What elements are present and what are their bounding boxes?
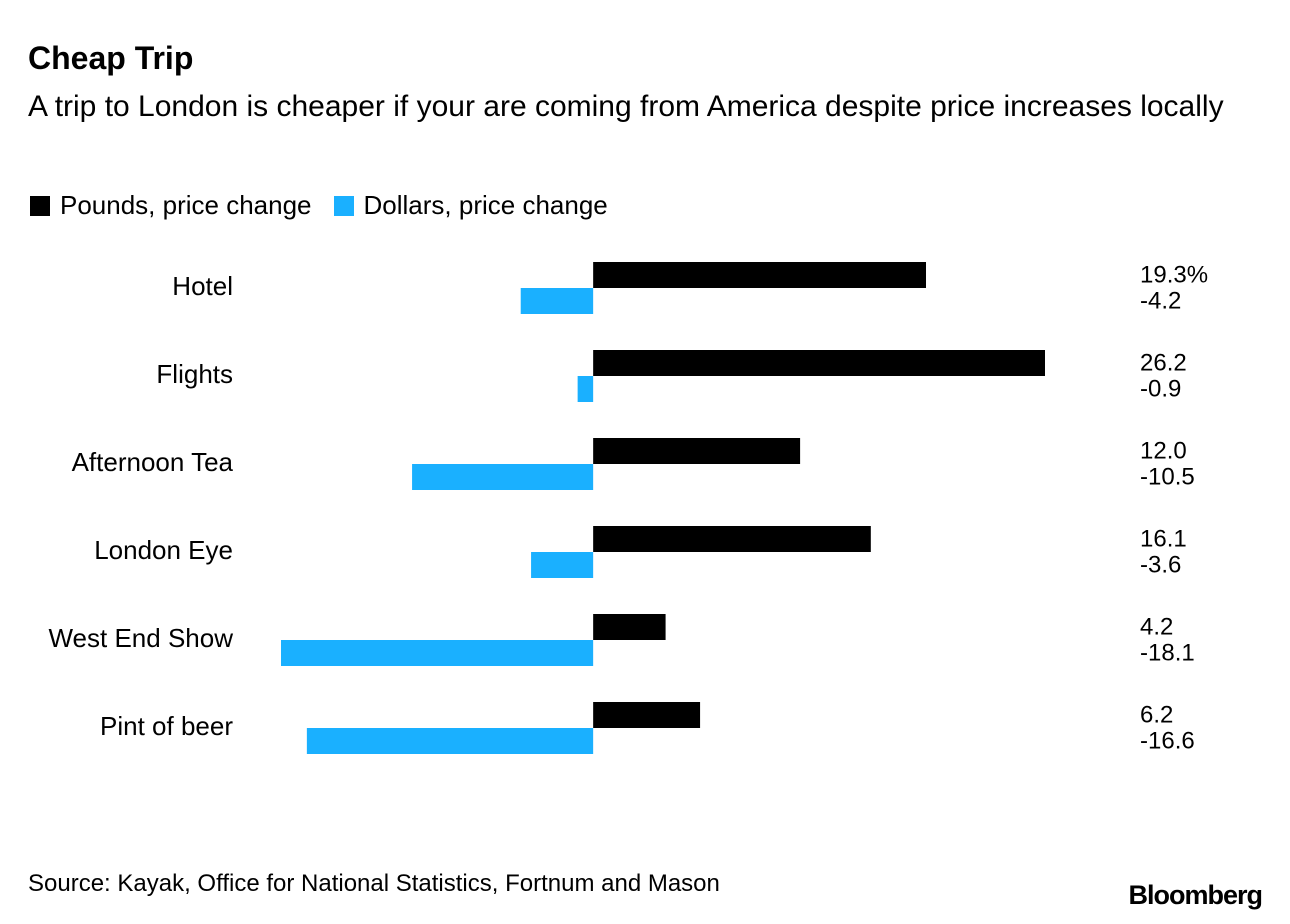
bar — [593, 262, 927, 288]
bar — [281, 640, 594, 666]
bar — [593, 526, 871, 552]
chart: Hotel 19.3%-4.2 Flights 26.2-0.9 Afternoon T… — [48, 261, 1208, 754]
brand: Bloomberg — [1128, 880, 1263, 910]
legend: Pounds, price change Dollars, price chang… — [30, 190, 630, 221]
bar — [593, 702, 701, 728]
value-label: 26.2 — [1140, 349, 1187, 376]
legend-item: Dollars, price change — [333, 190, 608, 221]
category-label: Flights — [156, 359, 233, 389]
category-label: Pint of beer — [100, 711, 233, 741]
category-label: West End Show — [48, 623, 233, 653]
value-label: -0.9 — [1140, 375, 1181, 402]
value-label: -18.1 — [1140, 639, 1195, 666]
bar — [412, 464, 594, 490]
source-note: Source: Kayak, Office for National Stati… — [28, 870, 720, 897]
value-label: 6.2 — [1140, 701, 1173, 728]
bar — [577, 376, 594, 402]
bar — [520, 288, 594, 314]
value-label: 16.1 — [1140, 525, 1187, 552]
category-label: London Eye — [94, 535, 233, 565]
legend-label: Pounds, price change — [60, 190, 312, 220]
value-label: -16.6 — [1140, 727, 1195, 754]
legend-swatch — [30, 195, 50, 216]
value-label: -10.5 — [1140, 463, 1195, 490]
bar — [531, 552, 594, 578]
bar — [306, 728, 594, 754]
bar — [593, 438, 801, 464]
value-label: -4.2 — [1140, 287, 1181, 314]
bar — [593, 350, 1045, 376]
legend-label: Dollars, price change — [363, 190, 608, 220]
chart-subtitle: A trip to London is cheaper if your are … — [28, 90, 1224, 123]
value-label: 4.2 — [1140, 613, 1173, 640]
legend-swatch — [333, 195, 354, 216]
value-label: 19.3% — [1140, 261, 1208, 288]
value-label: 12.0 — [1140, 437, 1187, 464]
legend-item: Pounds, price change — [30, 190, 312, 221]
category-label: Hotel — [172, 271, 233, 301]
category-label: Afternoon Tea — [72, 447, 234, 477]
chart-title: Cheap Trip — [28, 40, 194, 76]
bar — [593, 614, 666, 640]
value-label: -3.6 — [1140, 551, 1181, 578]
